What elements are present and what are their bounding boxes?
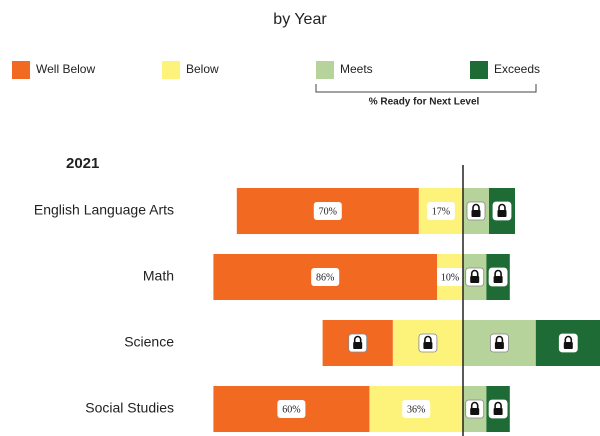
legend-swatch xyxy=(470,61,488,79)
lock-shackle xyxy=(564,335,573,342)
legend-swatch xyxy=(162,61,180,79)
category-label: Math xyxy=(143,268,174,284)
legend-bracket xyxy=(315,84,537,93)
data-label: 17% xyxy=(432,206,450,217)
lock-shackle xyxy=(494,269,502,276)
lock-body xyxy=(470,276,480,283)
lock-shackle xyxy=(472,203,480,210)
data-label: 36% xyxy=(407,404,425,415)
lock-shackle xyxy=(494,401,502,408)
chart-title: by Year xyxy=(273,11,327,28)
lock-shackle xyxy=(470,269,479,276)
lock-shackle xyxy=(470,401,479,408)
label-badge xyxy=(426,202,455,220)
lock-body xyxy=(353,342,363,349)
label-badge xyxy=(277,400,306,418)
legend-label: Exceeds xyxy=(494,62,540,76)
legend-label: Below xyxy=(186,62,219,76)
year-label: 2021 xyxy=(66,155,99,172)
category-label: English Language Arts xyxy=(34,202,174,218)
lock-body xyxy=(470,408,480,415)
legend-swatch xyxy=(316,61,334,79)
category-label: Science xyxy=(124,334,174,350)
data-label: 86% xyxy=(316,272,334,283)
lock-body xyxy=(494,342,504,349)
label-badge xyxy=(402,400,431,418)
legend-label: Meets xyxy=(340,62,373,76)
lock-body xyxy=(471,210,481,217)
lock-body xyxy=(497,210,507,217)
lock-shackle xyxy=(495,335,504,342)
lock-body xyxy=(563,342,573,349)
lock-shackle xyxy=(424,335,432,342)
label-badge xyxy=(436,268,464,286)
data-label: 70% xyxy=(319,206,337,217)
category-label: Social Studies xyxy=(85,400,174,416)
lock-body xyxy=(423,342,433,349)
bracket-label: % Ready for Next Level xyxy=(369,97,480,108)
label-badge xyxy=(313,202,342,220)
legend-label: Well Below xyxy=(36,62,95,76)
lock-shackle xyxy=(498,203,506,210)
lock-shackle xyxy=(353,335,362,342)
legend-swatch xyxy=(12,61,30,79)
lock-body xyxy=(493,408,503,415)
label-badge xyxy=(311,268,340,286)
lock-body xyxy=(493,276,503,283)
data-label: 60% xyxy=(282,404,300,415)
data-label: 10% xyxy=(441,272,459,283)
